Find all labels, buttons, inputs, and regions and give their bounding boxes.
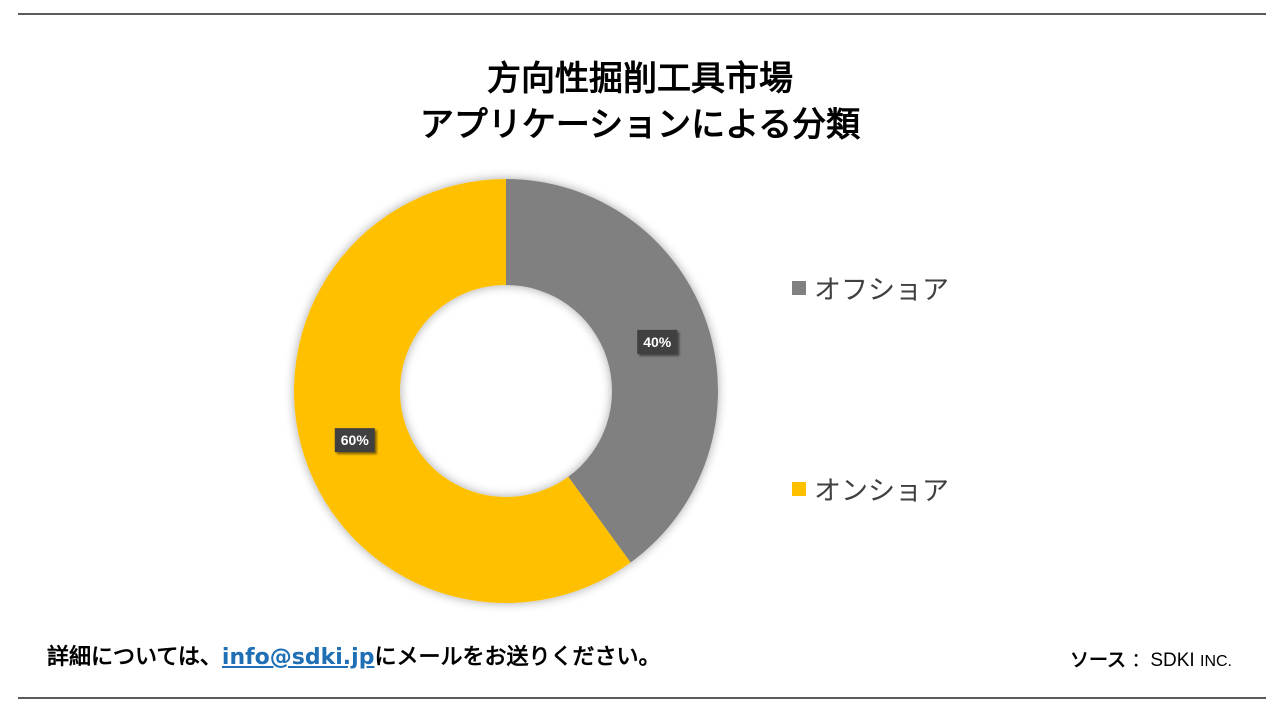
legend-label-onshore: オンショア	[814, 476, 949, 507]
source-credit: ソース ：SDKI INC.	[1070, 645, 1232, 672]
legend-label-offshore: オフショア	[814, 275, 949, 306]
top-divider	[18, 13, 1266, 15]
data-label-box-onshore	[334, 428, 375, 453]
contact-email-link[interactable]: info@sdki.jp	[221, 645, 375, 670]
data-label-text-offshore: 40%	[643, 334, 672, 350]
source-name: SDKI	[1150, 650, 1195, 671]
contact-prefix: 詳細については、	[47, 645, 222, 670]
contact-note: 詳細については、info@sdki.jpにメールをお送りください。	[47, 639, 660, 671]
source-label: ソース	[1070, 650, 1127, 671]
data-label-offshore: 40%	[637, 329, 678, 354]
contact-suffix: にメールをお送りください。	[374, 645, 661, 670]
legend-swatch-onshore	[792, 481, 806, 496]
legend-item-onshore: オンショア	[792, 469, 949, 508]
chart-title-line-2: アプリケーションによる分類	[419, 105, 861, 145]
data-label-onshore: 60%	[334, 428, 375, 453]
legend-swatch-offshore	[792, 280, 806, 295]
source-suffix: INC.	[1200, 653, 1232, 670]
donut-slice-onshore	[293, 179, 631, 603]
data-label-box-offshore	[637, 329, 678, 354]
data-label-text-onshore: 60%	[341, 432, 370, 448]
source-separator: ：	[1131, 650, 1151, 671]
legend-item-offshore: オフショア	[792, 268, 949, 307]
chart-title: 方向性掘削工具市場 アプリケーションによる分類	[0, 56, 1280, 148]
chart-title-line-1: 方向性掘削工具市場	[487, 59, 793, 99]
donut-slice-offshore	[506, 179, 718, 563]
bottom-divider	[18, 697, 1266, 699]
